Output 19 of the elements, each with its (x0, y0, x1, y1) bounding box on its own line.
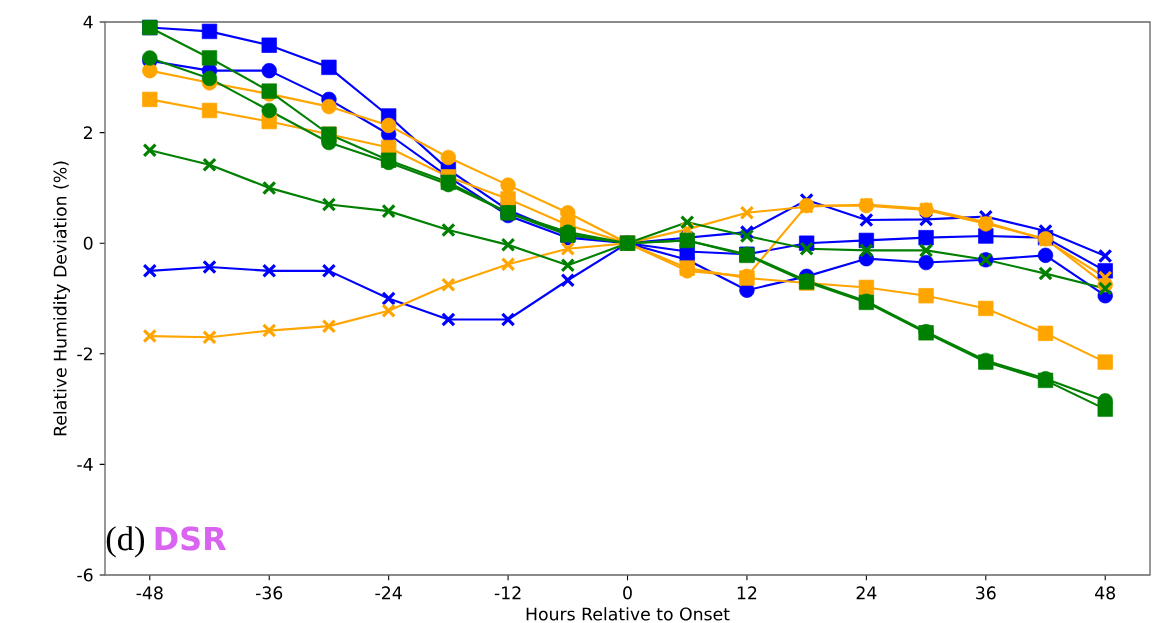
x-tick-label: 36 (976, 586, 996, 600)
y-tick-label: -2 (77, 347, 92, 361)
x-tick-label: 48 (1095, 586, 1116, 600)
x-tick-label: 12 (737, 586, 757, 600)
y-tick-label: -6 (77, 568, 93, 582)
y-axis-title: Relative Humidity Deviation (%) (53, 161, 70, 436)
x-tick-label: 0 (623, 586, 632, 600)
x-axis-title: Hours Relative to Onset (526, 607, 730, 621)
x-tick-label: -24 (375, 586, 402, 600)
x-tick-label: -48 (136, 586, 163, 600)
y-tick-label: -4 (77, 458, 93, 471)
annotation: DSR (155, 526, 227, 551)
annotation: (d) (106, 526, 145, 558)
x-tick-label: -36 (255, 586, 283, 600)
y-tick-label: 2 (83, 126, 92, 139)
y-tick-label: 4 (83, 15, 93, 29)
x-tick-label: -12 (494, 586, 521, 600)
y-tick-label: 0 (83, 236, 93, 250)
x-tick-label: 24 (856, 586, 877, 600)
